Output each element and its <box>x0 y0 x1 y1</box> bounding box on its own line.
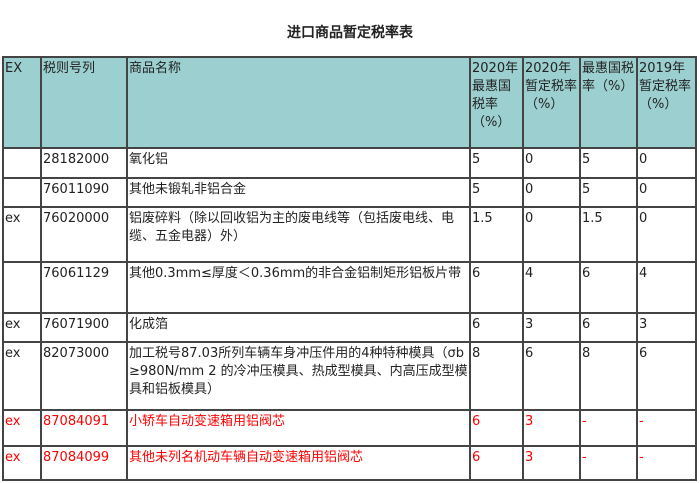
cell-code: 28182000 <box>40 147 128 179</box>
cell-mfn2020: 8 <box>469 341 524 411</box>
cell-mfn: 8 <box>579 341 638 411</box>
cell-temp2020: 3 <box>522 409 581 447</box>
page-title: 进口商品暂定税率表 <box>287 25 413 41</box>
cell-name: 其他未锻轧非铝合金 <box>126 177 471 208</box>
cell-mfn2020: 5 <box>469 147 524 179</box>
table-row: ex 87084091 小轿车自动变速箱用铝阀芯 6 3- - <box>2 409 697 447</box>
header-code: 税则号列 <box>40 56 128 149</box>
table-row: 76061129 其他0.3mm≤厚度＜0.36mm的非合金铝制矩形铝板片带 6 4 6… <box>2 261 697 314</box>
cell-name: 其他0.3mm≤厚度＜0.36mm的非合金铝制矩形铝板片带 <box>126 261 471 314</box>
cell-code: 76071900 <box>40 312 128 343</box>
cell-ex: ex <box>2 312 42 343</box>
table-row: ex 76071900 化成箔 6 3 6 3 <box>2 312 697 343</box>
cell-mfn: 1.5 <box>579 206 638 263</box>
table-row: ex 82073000 加工税号87.03所列车辆车身冲压件用的4种特种模具（σb≥… <box>2 341 697 411</box>
cell-ex: ex <box>2 409 42 447</box>
cell-mfn2020: 5 <box>469 177 524 208</box>
tariff-table: EX 税则号列 商品名称 2020年最惠国税率（%） 2020年暂定税率（%） … <box>2 56 697 481</box>
cell-code: 76061129 <box>40 261 128 314</box>
header-temp2020: 2020年暂定税率（%） <box>522 56 581 149</box>
cell-temp2020: 0 <box>522 147 581 179</box>
cell-mfn2020: 6 <box>469 261 524 314</box>
cell-code: 76011090 <box>40 177 128 208</box>
cell-temp2020: 0 <box>522 177 581 208</box>
cell-name: 其他未列名机动车辆自动变速箱用铝阀芯 <box>126 445 471 481</box>
cell-temp2020: 6 <box>522 341 581 411</box>
cell-ex <box>2 177 42 208</box>
cell-code: 87084091 <box>40 409 128 447</box>
cell-name: 小轿车自动变速箱用铝阀芯 <box>126 409 471 447</box>
cell-ex: ex <box>2 445 42 481</box>
cell-temp2019: 6 <box>636 341 697 411</box>
cell-code: 82073000 <box>40 341 128 411</box>
cell-ex: ex <box>2 341 42 411</box>
cell-mfn2020: 6 <box>469 312 524 343</box>
cell-temp2019: 0 <box>636 147 697 179</box>
cell-mfn2020: 1.5 <box>469 206 524 263</box>
cell-temp2020: 4 <box>522 261 581 314</box>
cell-temp2019: 3 <box>636 312 697 343</box>
cell-temp2020: 3 <box>522 445 581 481</box>
cell-mfn: 6 <box>579 261 638 314</box>
cell-temp2019: 0 <box>636 177 697 208</box>
cell-mfn2020: 6 <box>469 409 524 447</box>
table-row: 76011090 其他未锻轧非铝合金 5 0 5 0 <box>2 177 697 208</box>
cell-temp2020: 3 <box>522 312 581 343</box>
cell-ex <box>2 261 42 314</box>
cell-ex <box>2 147 42 179</box>
cell-temp2020: 0 <box>522 206 581 263</box>
cell-ex: ex <box>2 206 42 263</box>
cell-temp2019: - <box>636 445 697 481</box>
header-mfn: 最惠国税率（%） <box>579 56 638 149</box>
table-row: 28182000 氧化铝 5 0 5 0 <box>2 147 697 179</box>
cell-mfn: - <box>579 409 638 447</box>
cell-code: 76020000 <box>40 206 128 263</box>
cell-name: 加工税号87.03所列车辆车身冲压件用的4种特种模具（σb≥980N/mm 2 … <box>126 341 471 411</box>
cell-name: 铝废碎料（除以回收铝为主的废电线等（包括废电线、电缆、五金电器）外） <box>126 206 471 263</box>
cell-mfn: 5 <box>579 147 638 179</box>
cell-mfn2020: 6 <box>469 445 524 481</box>
cell-mfn: 5 <box>579 177 638 208</box>
header-temp2019: 2019年暂定税率（%） <box>636 56 697 149</box>
cell-mfn: 6 <box>579 312 638 343</box>
header-name: 商品名称 <box>126 56 471 149</box>
header-row: EX 税则号列 商品名称 2020年最惠国税率（%） 2020年暂定税率（%） … <box>2 56 697 149</box>
cell-temp2019: - <box>636 409 697 447</box>
table-row: ex 76020000 铝废碎料（除以回收铝为主的废电线等（包括废电线、电缆、五金电… <box>2 206 697 263</box>
cell-temp2019: 4 <box>636 261 697 314</box>
cell-code: 87084099 <box>40 445 128 481</box>
header-mfn2020: 2020年最惠国税率（%） <box>469 56 524 149</box>
cell-name: 化成箔 <box>126 312 471 343</box>
header-ex: EX <box>2 56 42 149</box>
cell-mfn: - <box>579 445 638 481</box>
cell-name: 氧化铝 <box>126 147 471 179</box>
cell-temp2019: 0 <box>636 206 697 263</box>
table-row: ex 87084099 其他未列名机动车辆自动变速箱用铝阀芯 6 3- - <box>2 445 697 481</box>
